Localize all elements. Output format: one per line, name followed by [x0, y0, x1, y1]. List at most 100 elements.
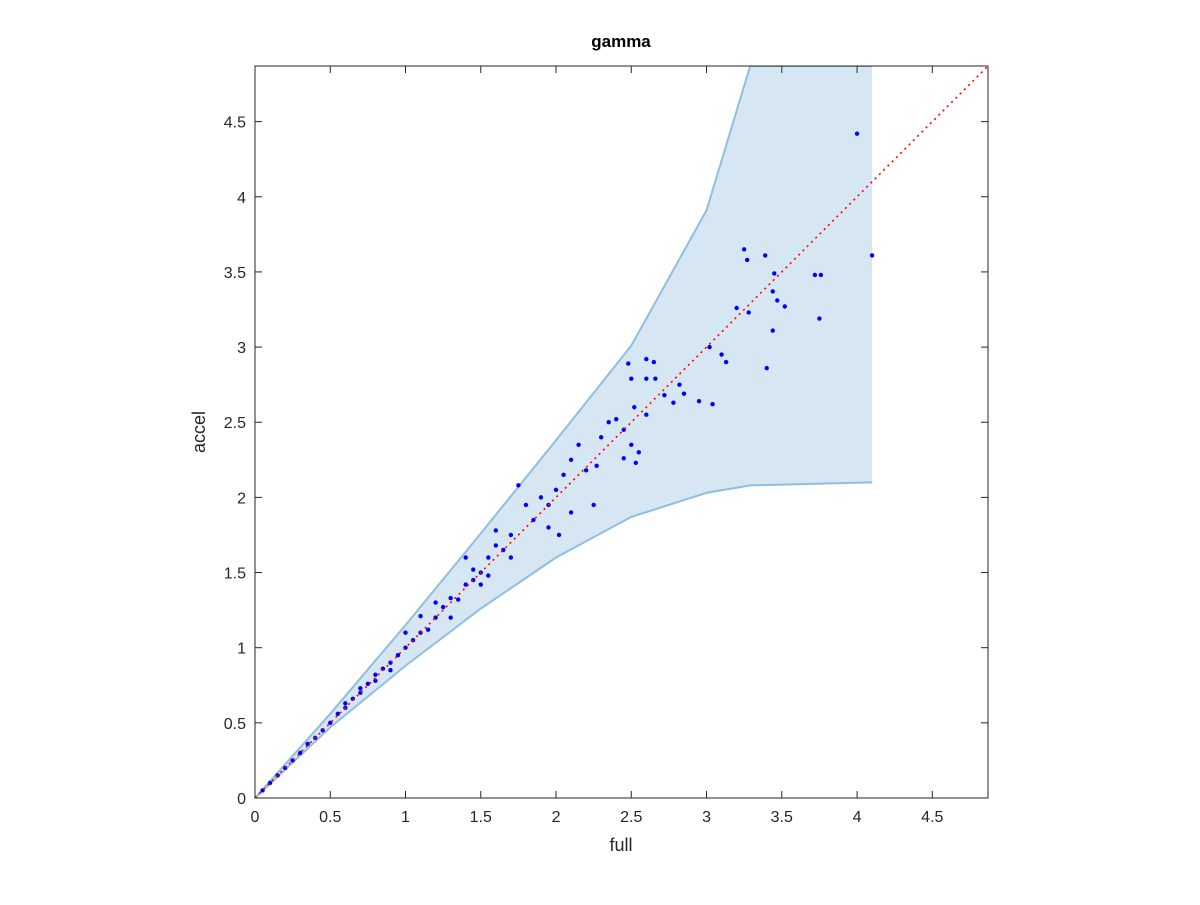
scatter-point	[576, 442, 581, 447]
reference-line	[255, 66, 988, 798]
scatter-point	[448, 595, 453, 601]
x-tick-label: 1.5	[470, 809, 492, 826]
scatter-point	[486, 555, 491, 560]
scatter-point	[553, 487, 559, 493]
y-tick-label: 3	[237, 340, 246, 357]
band-edge	[255, 481, 873, 798]
y-tick-label: 3.5	[224, 265, 246, 282]
scatter-point	[696, 398, 702, 404]
scatter-point	[812, 272, 818, 278]
y-tick-label: 2	[237, 490, 246, 507]
scatter-point	[626, 361, 631, 366]
y-tick-label: 1	[237, 641, 246, 658]
scatter-point	[746, 310, 751, 315]
scatter-point	[425, 627, 431, 632]
scatter-point	[770, 328, 775, 333]
scatter-point	[633, 460, 638, 466]
scatter-point	[556, 532, 562, 538]
scatter-point	[629, 376, 634, 381]
scatter-point	[448, 615, 453, 620]
scatter-point	[440, 604, 446, 610]
scatter-point	[463, 582, 468, 587]
scatter-point	[636, 450, 642, 455]
scatter-point	[653, 376, 658, 381]
scatter-point	[297, 750, 303, 756]
x-tick-label: 3.5	[771, 809, 793, 826]
scatter-point	[568, 457, 574, 463]
scatter-point	[764, 365, 769, 371]
scatter-point	[621, 456, 626, 461]
x-tick-label: 3	[702, 809, 711, 826]
scatter-point	[719, 352, 724, 357]
scatter-point	[538, 495, 544, 500]
scatter-point	[644, 376, 649, 381]
plot-area	[255, 66, 988, 798]
y-tick-label: 0	[237, 791, 246, 808]
scatter-point	[772, 271, 777, 276]
scatter-point	[493, 528, 499, 533]
x-tick-label: 2.5	[620, 809, 642, 826]
scatter-point	[486, 573, 491, 578]
scatter-point	[508, 555, 514, 560]
scatter-point	[591, 502, 596, 508]
x-tick-label: 0.5	[319, 809, 341, 826]
scatter-point	[770, 289, 775, 294]
scatter-point	[546, 525, 551, 530]
scatter-point	[734, 305, 739, 311]
scatter-point	[775, 298, 780, 303]
scatter-point	[418, 630, 423, 635]
scatter-point	[358, 686, 363, 691]
y-tick-label: 1.5	[224, 566, 246, 583]
scatter-point	[644, 356, 649, 362]
scatter-point	[523, 502, 529, 508]
scatter-point	[741, 247, 747, 252]
scatter-point	[395, 653, 401, 658]
scatter-point	[723, 359, 729, 365]
scatter-point	[594, 463, 599, 469]
scatter-point	[632, 404, 637, 410]
scatter-point	[455, 597, 461, 602]
scatter-point	[433, 600, 438, 605]
y-axis-label: accel	[189, 411, 209, 453]
scatter-point	[681, 391, 687, 396]
scatter-point	[671, 400, 676, 405]
scatter-point	[568, 510, 574, 515]
scatter-point	[583, 468, 589, 473]
scatter-point	[478, 582, 483, 587]
scatter-point	[365, 681, 371, 686]
x-tick-label: 1	[401, 809, 410, 826]
scatter-point	[817, 316, 822, 321]
scatter-point	[373, 672, 378, 677]
scatter-point	[818, 272, 824, 278]
y-tick-label: 4	[237, 190, 246, 207]
scatter-point	[598, 435, 604, 440]
scatter-point	[677, 382, 682, 387]
scatter-point	[707, 344, 712, 350]
scatter-point	[403, 630, 408, 635]
scatter-point	[493, 543, 499, 548]
scatter-point	[854, 131, 860, 136]
scatter-point	[343, 701, 348, 706]
axes-box	[254, 65, 989, 799]
y-tick-label: 2.5	[224, 415, 246, 432]
scatter-point	[782, 304, 788, 309]
scatter-point	[508, 532, 514, 538]
scatter-point	[629, 442, 634, 447]
scatter-point	[418, 613, 423, 619]
scatter-point	[471, 567, 476, 572]
scatter-point	[561, 472, 566, 478]
scatter-point	[463, 555, 468, 560]
scatter-point	[744, 257, 750, 263]
x-tick-label: 4	[853, 809, 862, 826]
y-tick-label: 4.5	[224, 115, 246, 132]
scatter-point	[763, 253, 768, 258]
x-tick-label: 0	[251, 809, 260, 826]
scatter-point	[614, 417, 619, 422]
x-axis-label: full	[609, 835, 632, 855]
scatter-point	[305, 741, 310, 747]
scatter-point	[335, 711, 340, 717]
band-edge	[255, 66, 873, 798]
scatter-point	[644, 412, 649, 417]
